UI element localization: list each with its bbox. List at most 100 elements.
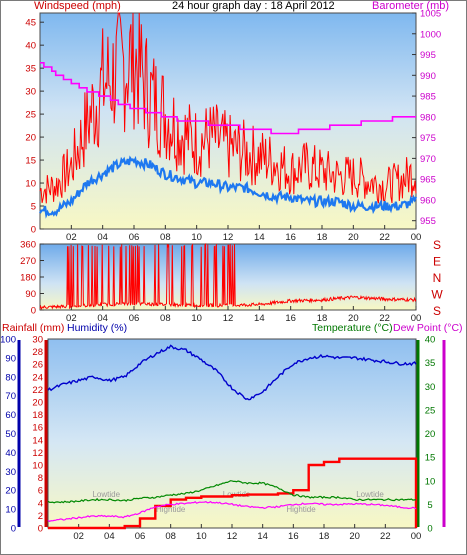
chart-title: 24 hour graph day : 18 April 2012	[172, 0, 335, 12]
tide-annotation: Hightide	[156, 505, 186, 514]
barometer-tick-label: 1005	[420, 9, 441, 20]
x-tick-label: 18	[319, 531, 330, 542]
barometer-tick-label: 990	[420, 71, 436, 82]
barometer-tick-label: 955	[420, 216, 436, 227]
x-tick-label: 12	[223, 313, 234, 324]
rain-humidity-temp-series	[47, 344, 418, 530]
windspeed-tick-label: 5	[31, 202, 36, 213]
rainfall-axis-label: Rainfall (mm)	[2, 322, 64, 334]
rainfall-tick-label: 8	[38, 473, 43, 484]
direction-time-axis: 02 04 06 08 10 12 14 16 18 20 22 00	[66, 306, 421, 324]
barometer-tick-label: 975	[420, 133, 436, 144]
x-tick-label: 14	[254, 313, 265, 324]
rainfall-tick-label: 26	[32, 360, 43, 371]
x-tick-label: 10	[196, 531, 207, 542]
tide-annotation: Hightide	[286, 505, 316, 514]
wind-barometer-panel: Windspeed (mph) 24 hour graph day : 18 A…	[25, 0, 449, 243]
humidity-tick-label: 0	[11, 524, 16, 535]
compass-label: W	[431, 288, 443, 302]
x-tick-label: 22	[380, 531, 391, 542]
direction-series-line	[39, 242, 417, 310]
direction-tick-label: 0	[31, 306, 36, 317]
x-tick-label: 16	[285, 232, 296, 243]
rainfall-tick-label: 0	[38, 524, 43, 535]
humidity-axis: 0 10 20 30 40 50 60 70 80 90 100	[0, 335, 16, 535]
humidity-tick-label: 10	[5, 505, 16, 516]
humidity-tick-label: 60	[5, 410, 16, 421]
barometer-tick-label: 1000	[420, 29, 441, 40]
windspeed-tick-label: 10	[25, 179, 36, 190]
barometer-tick-label: 970	[420, 154, 436, 165]
x-tick-label: 00	[411, 232, 422, 243]
x-tick-label: 20	[348, 313, 359, 324]
wind-series	[39, 12, 418, 219]
direction-tick-label: 360	[20, 240, 36, 251]
x-tick-label: 08	[160, 232, 171, 243]
x-tick-label: 08	[160, 313, 171, 324]
x-tick-label: 06	[129, 313, 140, 324]
temperature-tick-label: 15	[425, 453, 436, 464]
rain-humidity-temp-panel: Rainfall (mm) Humidity (%) Temperature (…	[0, 322, 462, 542]
x-tick-label: 04	[97, 232, 108, 243]
rainfall-tick-label: 16	[32, 423, 43, 434]
x-tick-label: 14	[257, 531, 268, 542]
windspeed-axis: 0 5 10 15 20 25 30 35 40 45	[25, 18, 44, 236]
x-tick-label: 02	[66, 313, 77, 324]
x-tick-label: 18	[317, 232, 328, 243]
rainfall-series-line	[48, 457, 418, 530]
x-tick-label: 02	[73, 531, 84, 542]
temperature-series-line	[47, 480, 417, 504]
humidity-tick-label: 40	[5, 448, 16, 459]
direction-tick-label: 270	[20, 256, 36, 267]
humidity-tick-label: 20	[5, 486, 16, 497]
direction-series	[39, 242, 417, 310]
x-tick-label: 10	[191, 313, 202, 324]
rainfall-tick-label: 24	[32, 372, 43, 383]
x-tick-label: 08	[165, 531, 176, 542]
rainfall-tick-label: 20	[32, 398, 43, 409]
humidity-tick-label: 80	[5, 372, 16, 383]
wind-series-line	[39, 155, 418, 219]
x-tick-label: 20	[349, 531, 360, 542]
wind-time-axis: 02 04 06 08 10 12 14 16 18 20 22 00	[66, 225, 421, 243]
windspeed-tick-label: 0	[31, 225, 36, 236]
temperature-axis: 0 5 10 15 20 25 30 35 40	[425, 335, 436, 535]
x-tick-label: 22	[379, 313, 390, 324]
humidity-axis-label: Humidity (%)	[67, 322, 127, 334]
x-tick-label: 00	[411, 531, 422, 542]
direction-tick-label: 180	[20, 273, 36, 284]
x-tick-label: 16	[285, 313, 296, 324]
rainfall-tick-label: 12	[32, 448, 43, 459]
windspeed-tick-label: 15	[25, 156, 36, 167]
x-tick-label: 04	[97, 313, 108, 324]
rainfall-tick-label: 10	[32, 461, 43, 472]
humidity-tick-label: 50	[5, 429, 16, 440]
rainfall-tick-label: 14	[32, 435, 43, 446]
direction-tick-label: 90	[25, 289, 36, 300]
temperature-tick-label: 25	[425, 405, 436, 416]
tide-annotation: Lowtide	[356, 490, 384, 499]
compass-label: S	[433, 304, 441, 318]
barometer-tick-label: 960	[420, 195, 436, 206]
compass-label: N	[433, 271, 442, 285]
x-tick-label: 12	[227, 531, 238, 542]
x-tick-label: 00	[411, 313, 422, 324]
rainfall-tick-label: 18	[32, 410, 43, 421]
humidity-tick-label: 70	[5, 391, 16, 402]
barometer-series-line	[40, 61, 416, 135]
x-tick-label: 10	[191, 232, 202, 243]
humidity-tick-label: 90	[5, 353, 16, 364]
windspeed-axis-label: Windspeed (mph)	[34, 0, 121, 12]
x-tick-label: 06	[135, 531, 146, 542]
x-tick-label: 14	[254, 232, 265, 243]
barometer-axis-label: Barometer (mb)	[372, 0, 449, 12]
rainfall-tick-label: 30	[32, 335, 43, 346]
x-tick-label: 18	[317, 313, 328, 324]
barometer-tick-label: 980	[420, 112, 436, 123]
rainfall-tick-label: 4	[38, 498, 43, 509]
x-tick-label: 16	[288, 531, 299, 542]
